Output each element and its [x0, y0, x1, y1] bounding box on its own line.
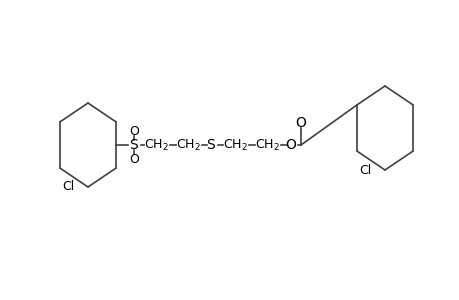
- Text: O: O: [285, 138, 296, 152]
- Text: S: S: [206, 138, 215, 152]
- Text: CH$_2$: CH$_2$: [176, 137, 201, 153]
- Text: CH$_2$: CH$_2$: [254, 137, 279, 153]
- Text: O: O: [129, 124, 139, 137]
- Text: S: S: [129, 138, 138, 152]
- Text: O: O: [295, 116, 306, 130]
- Text: Cl: Cl: [62, 181, 74, 194]
- Text: O: O: [129, 152, 139, 166]
- Text: CH$_2$: CH$_2$: [144, 137, 168, 153]
- Text: CH$_2$: CH$_2$: [223, 137, 247, 153]
- Text: Cl: Cl: [358, 164, 370, 176]
